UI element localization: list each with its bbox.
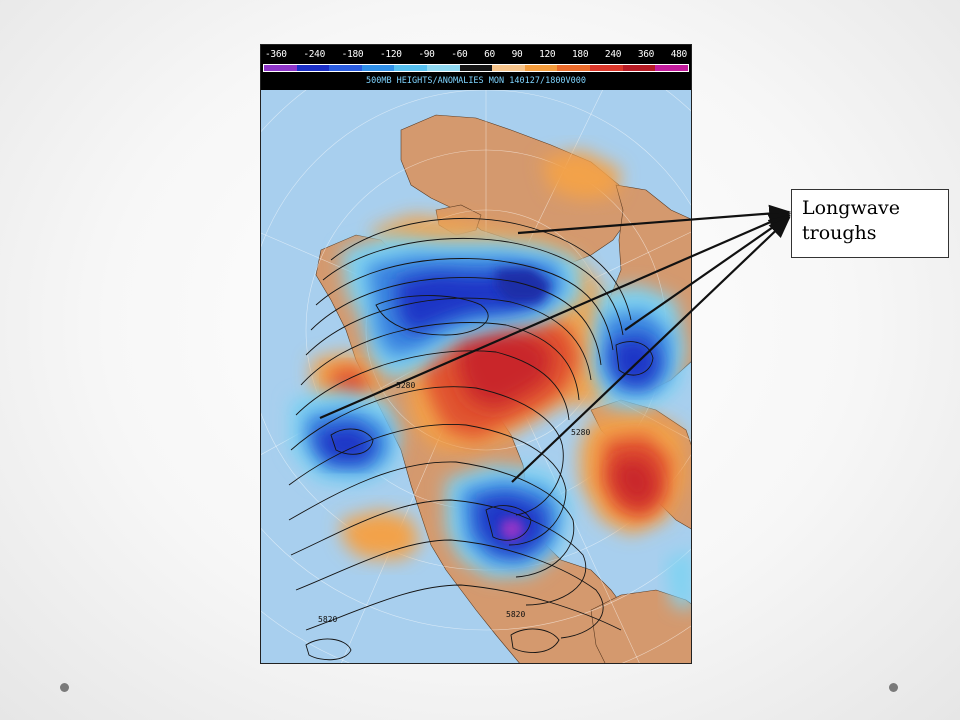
- colorbar-tick-label: -60: [451, 49, 468, 60]
- contour-label: 5280: [571, 428, 590, 437]
- colorbar-tick-labels: -360 -240 -180 -120 -90 -60 60 90 120 180 240 360 48…: [265, 49, 687, 62]
- colorbar-swatch: [329, 65, 362, 71]
- colorbar-swatch: [524, 65, 558, 71]
- colorbar-swatch: [655, 65, 688, 71]
- slide-corner-dot-left: [60, 683, 69, 692]
- colorbar-tick-label: 180: [572, 49, 589, 60]
- colorbar-swatch: [492, 65, 525, 71]
- contour-label: 5280: [396, 381, 415, 390]
- colorbar-tick-label: -120: [379, 49, 402, 60]
- annotation-line-2: troughs: [802, 222, 877, 244]
- anomaly-colorbar: [263, 64, 689, 72]
- colorbar-swatch: [427, 65, 460, 71]
- colorbar-swatch: [622, 65, 656, 71]
- south-america-landmass: [590, 589, 691, 663]
- map-header: -360 -240 -180 -120 -90 -60 60 90 120 180 240 360 48…: [261, 45, 691, 90]
- colorbar-tick-label: 360: [637, 49, 655, 60]
- colorbar-tick-label: 240: [604, 49, 622, 60]
- weather-map: -360 -240 -180 -120 -90 -60 60 90 120 180 240 360 48…: [260, 44, 692, 664]
- contour-label: 5820: [506, 610, 525, 619]
- colorbar-tick-label: -180: [341, 49, 364, 60]
- annotation-line-1: Longwave: [802, 197, 901, 219]
- colorbar-swatch: [557, 65, 591, 71]
- colorbar-swatch: [264, 65, 297, 71]
- map-title: 500MB HEIGHTS/ANOMALIES MON 140127/1800V…: [365, 76, 587, 86]
- colorbar-swatch: [296, 65, 330, 71]
- contour-label: 5820: [318, 615, 337, 624]
- colorbar-tick-label: 60: [484, 49, 495, 60]
- slide-corner-dot-right: [889, 683, 898, 692]
- colorbar-swatch: [590, 65, 623, 71]
- colorbar-swatch: [394, 65, 428, 71]
- annotation-label: Longwave troughs: [791, 189, 949, 258]
- colorbar-tick-label: 480: [670, 49, 688, 60]
- colorbar-swatch: [361, 65, 395, 71]
- colorbar-tick-label: -90: [418, 49, 435, 60]
- map-canvas: 5280 5280 5820 5820: [261, 90, 691, 663]
- colorbar-tick-label: -240: [303, 49, 326, 60]
- colorbar-swatch: [459, 65, 493, 71]
- colorbar-tick-label: 90: [511, 49, 523, 60]
- colorbar-tick-label: 120: [539, 49, 556, 60]
- colorbar-tick-label: -360: [265, 49, 287, 60]
